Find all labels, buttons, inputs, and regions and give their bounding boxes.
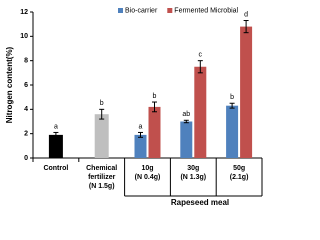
y-tick-label: 4	[24, 106, 28, 113]
legend-label: Fermented Microbial	[174, 7, 238, 14]
y-tick-label: 0	[24, 155, 28, 162]
y-tick-label: 12	[20, 9, 28, 16]
significance-letter: ab	[182, 111, 190, 118]
bar	[240, 26, 253, 158]
significance-letter: b	[153, 93, 157, 100]
bar	[148, 106, 161, 158]
significance-letter: b	[100, 100, 104, 107]
y-tick-label: 8	[24, 58, 28, 65]
significance-letter: b	[230, 94, 234, 101]
x-tick-label: 30g	[187, 165, 199, 172]
legend-swatch	[118, 8, 123, 13]
chart: Nitrogen content(%) Rapeseed meal 0 2 4 6 8 1…	[5, 7, 263, 207]
significance-letter: c	[199, 52, 203, 59]
significance-letter: a	[139, 123, 143, 130]
x-tick-label: 10g	[141, 165, 153, 172]
x-tick-label: (N 0.4g)	[135, 174, 161, 181]
bar	[180, 121, 193, 158]
group-label: Rapeseed meal	[171, 198, 229, 207]
y-axis-title: Nitrogen content(%)	[5, 46, 14, 123]
bar	[194, 66, 207, 158]
bar	[94, 114, 109, 158]
bar	[48, 134, 63, 158]
x-tick-label: (N 1.3g)	[180, 174, 206, 181]
bar	[134, 134, 147, 158]
x-tick-label: (2.1g)	[230, 174, 249, 181]
y-tick-label: 2	[24, 131, 28, 138]
significance-letter: d	[244, 11, 248, 18]
legend-swatch	[167, 8, 173, 13]
x-tick-label: (N 1.5g)	[89, 183, 115, 190]
significance-letter: a	[54, 123, 58, 130]
legend-label: Bio-carrier	[125, 7, 158, 14]
y-tick-label: 6	[24, 82, 28, 89]
y-tick-label: 10	[20, 33, 28, 40]
bar	[226, 105, 239, 158]
x-tick-label: 50g	[233, 165, 245, 172]
x-tick-label: Control	[43, 165, 68, 172]
x-tick-label: fertilizer	[88, 174, 116, 181]
page: {"chart_data": {"type": "bar", "y_label"…	[5, 7, 263, 208]
x-tick-label: Chemical	[86, 165, 117, 172]
